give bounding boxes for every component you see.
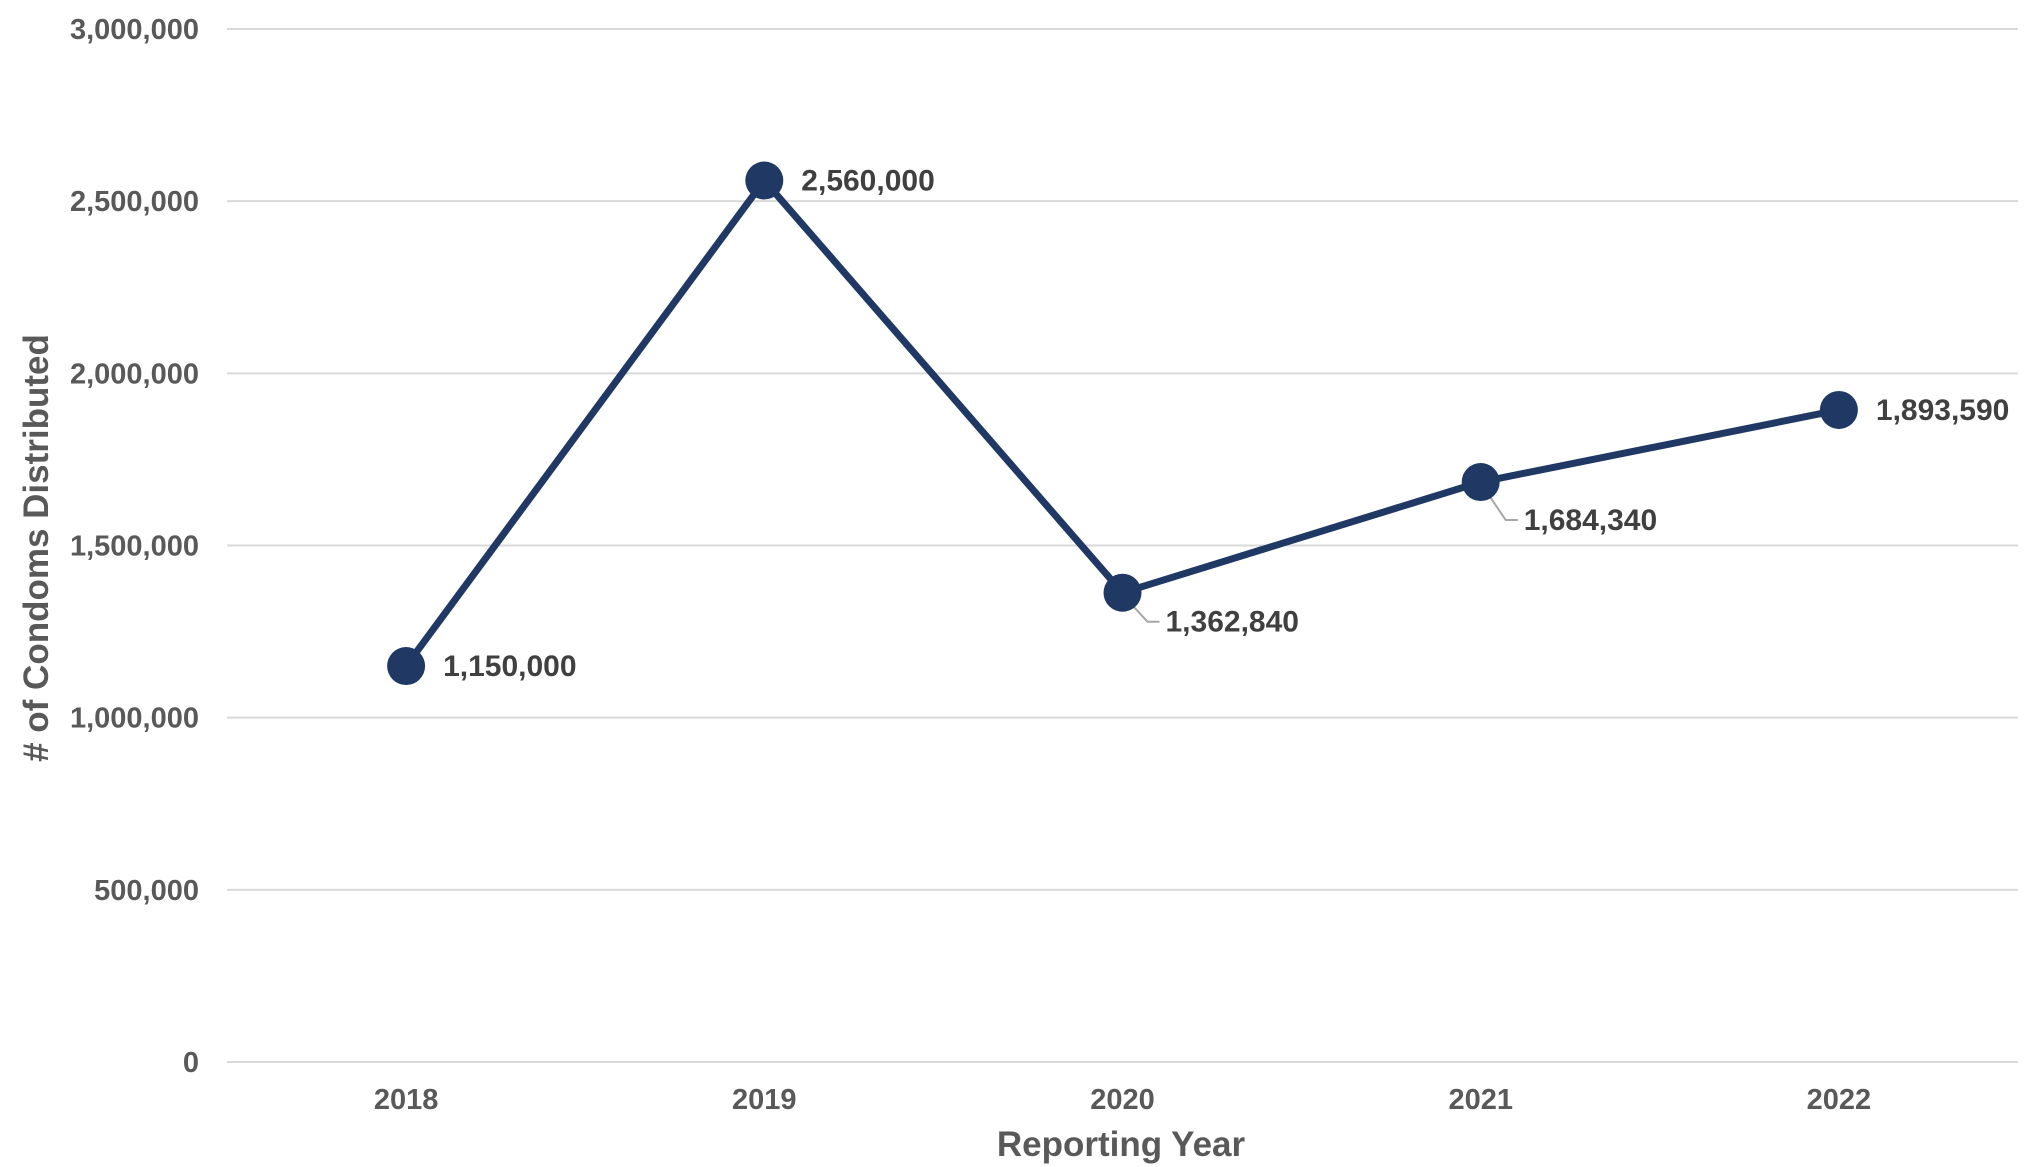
data-point <box>1819 390 1858 429</box>
y-axis-title: # of Condoms Distributed <box>17 334 56 762</box>
y-tick-label: 3,000,000 <box>70 14 199 46</box>
data-label: 1,362,840 <box>1166 606 1299 639</box>
data-point <box>1461 463 1500 502</box>
data-label: 2,560,000 <box>801 165 934 198</box>
y-tick-label: 0 <box>183 1047 199 1079</box>
x-tick-label: 2020 <box>1090 1084 1155 1116</box>
data-label: 1,150,000 <box>443 650 576 683</box>
x-axis-title: Reporting Year <box>997 1125 1246 1164</box>
y-axis-tick-labels: 0 500,000 1,000,000 1,500,000 2,000,000 2,500… <box>70 14 199 1079</box>
x-tick-label: 2021 <box>1448 1084 1513 1116</box>
x-tick-label: 2018 <box>374 1084 439 1116</box>
data-labels: 1,150,000 2,560,000 1,362,840 1,684,340 1,89… <box>443 165 2009 684</box>
data-points <box>387 161 1858 686</box>
gridlines <box>227 28 2018 1063</box>
y-tick-label: 1,500,000 <box>70 531 199 563</box>
y-tick-label: 2,000,000 <box>70 358 199 390</box>
data-label: 1,684,340 <box>1524 504 1657 537</box>
y-tick-label: 2,500,000 <box>70 186 199 218</box>
data-point <box>387 647 426 686</box>
data-label: 1,893,590 <box>1876 394 2009 427</box>
y-tick-label: 500,000 <box>94 875 199 907</box>
x-axis-tick-labels: 2018 2019 2020 2021 2022 <box>374 1084 1871 1116</box>
data-label-leader-lines <box>1123 485 1518 623</box>
x-tick-label: 2022 <box>1807 1084 1872 1116</box>
y-tick-label: 1,000,000 <box>70 703 199 735</box>
x-tick-label: 2019 <box>732 1084 797 1116</box>
data-point <box>745 161 784 200</box>
data-point <box>1103 573 1142 612</box>
